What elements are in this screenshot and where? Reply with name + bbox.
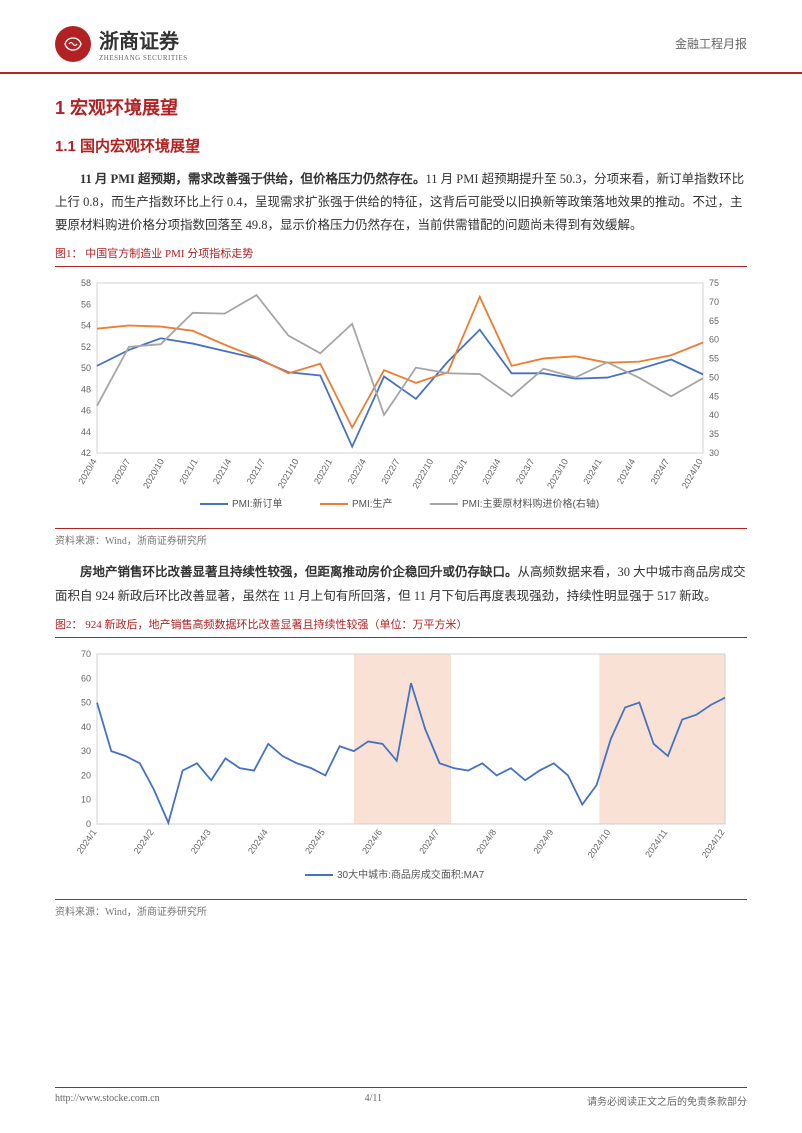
svg-text:50: 50 <box>709 373 719 383</box>
paragraph-1-bold: 11 月 PMI 超预期，需求改善强于供给，但价格压力仍然存在。 <box>80 172 426 186</box>
svg-text:PMI:新订单: PMI:新订单 <box>232 497 283 510</box>
logo-text: 浙商证券 ZHESHANG SECURITIES <box>99 25 188 62</box>
svg-text:60: 60 <box>709 335 719 345</box>
section-1-1-title: 1.1 国内宏观环境展望 <box>55 135 747 156</box>
figure-2-source: 资料来源：Wind，浙商证券研究所 <box>55 903 747 918</box>
page-footer: http://www.stocke.com.cn 4/11 请务必阅读正文之后的… <box>55 1087 747 1108</box>
svg-text:2024/1: 2024/1 <box>75 827 99 855</box>
figure-1-chart: 42 44 46 48 50 52 54 56 58 30 35 40 45 50 55 60 65 70 75 20… <box>55 266 747 529</box>
svg-text:2020/7: 2020/7 <box>110 457 132 486</box>
doc-type-label: 金融工程月报 <box>675 35 747 52</box>
svg-text:75: 75 <box>709 278 719 288</box>
svg-text:50: 50 <box>81 363 91 373</box>
svg-text:56: 56 <box>81 300 91 310</box>
svg-text:54: 54 <box>81 321 91 331</box>
svg-text:40: 40 <box>81 721 91 731</box>
svg-text:40: 40 <box>709 411 719 421</box>
svg-text:2021/1: 2021/1 <box>177 457 199 486</box>
svg-text:30: 30 <box>709 448 719 458</box>
svg-text:2024/1: 2024/1 <box>581 457 603 486</box>
svg-text:2024/2: 2024/2 <box>132 827 156 855</box>
svg-text:2023/4: 2023/4 <box>480 457 502 486</box>
svg-text:2024/8: 2024/8 <box>474 827 498 855</box>
svg-text:20: 20 <box>81 770 91 780</box>
svg-text:44: 44 <box>81 427 91 437</box>
svg-text:70: 70 <box>81 649 91 659</box>
svg-text:10: 10 <box>81 794 91 804</box>
content-area: 1 宏观环境展望 1.1 国内宏观环境展望 11 月 PMI 超预期，需求改善强… <box>0 74 802 918</box>
page-header: 浙商证券 ZHESHANG SECURITIES 金融工程月报 <box>0 0 802 74</box>
footer-notice: 请务必阅读正文之后的免责条款部分 <box>587 1093 747 1108</box>
footer-url: http://www.stocke.com.cn <box>55 1093 160 1108</box>
footer-page: 4/11 <box>365 1093 382 1108</box>
svg-text:2023/1: 2023/1 <box>447 457 469 486</box>
svg-text:2024/12: 2024/12 <box>700 827 727 859</box>
svg-text:PMI:主要原材料购进价格(右轴): PMI:主要原材料购进价格(右轴) <box>462 497 599 510</box>
svg-text:2024/7: 2024/7 <box>649 457 671 486</box>
figure-1-title: 图1： 中国官方制造业 PMI 分项指标走势 <box>55 245 747 261</box>
svg-text:2024/9: 2024/9 <box>531 827 555 855</box>
svg-text:2024/10: 2024/10 <box>586 827 613 859</box>
svg-text:2024/4: 2024/4 <box>246 827 270 855</box>
svg-text:2021/10: 2021/10 <box>276 457 301 490</box>
logo-block: 浙商证券 ZHESHANG SECURITIES <box>55 25 188 62</box>
paragraph-2-bold: 房地产销售环比改善显著且持续性较强，但距离推动房价企稳回升或仍存缺口。 <box>80 565 518 579</box>
svg-text:46: 46 <box>81 406 91 416</box>
svg-text:60: 60 <box>81 673 91 683</box>
paragraph-2: 房地产销售环比改善显著且持续性较强，但距离推动房价企稳回升或仍存缺口。从高频数据… <box>55 561 747 607</box>
svg-text:2024/11: 2024/11 <box>643 827 669 859</box>
svg-text:52: 52 <box>81 342 91 352</box>
svg-text:2022/4: 2022/4 <box>346 457 368 486</box>
svg-text:55: 55 <box>709 354 719 364</box>
svg-text:42: 42 <box>81 448 91 458</box>
svg-text:2020/4: 2020/4 <box>76 457 98 486</box>
svg-text:2024/7: 2024/7 <box>417 827 441 855</box>
svg-text:45: 45 <box>709 392 719 402</box>
svg-text:35: 35 <box>709 429 719 439</box>
figure-2-chart: 0102030405060702024/12024/22024/32024/42… <box>55 637 747 900</box>
svg-text:2024/4: 2024/4 <box>615 457 637 486</box>
company-name-cn: 浙商证券 <box>99 25 188 54</box>
svg-text:30: 30 <box>81 746 91 756</box>
svg-text:2023/7: 2023/7 <box>514 457 536 486</box>
svg-text:PMI:生产: PMI:生产 <box>352 497 393 510</box>
paragraph-1: 11 月 PMI 超预期，需求改善强于供给，但价格压力仍然存在。11 月 PMI… <box>55 168 747 237</box>
svg-text:2023/10: 2023/10 <box>545 457 570 490</box>
logo-icon <box>55 26 91 62</box>
svg-text:30大中城市:商品房成交面积:MA7: 30大中城市:商品房成交面积:MA7 <box>337 868 485 881</box>
svg-text:70: 70 <box>709 297 719 307</box>
svg-text:58: 58 <box>81 278 91 288</box>
svg-text:50: 50 <box>81 697 91 707</box>
svg-text:2022/7: 2022/7 <box>379 457 401 486</box>
company-name-en: ZHESHANG SECURITIES <box>99 54 188 62</box>
section-1-title: 1 宏观环境展望 <box>55 94 747 120</box>
svg-text:2021/7: 2021/7 <box>245 457 267 486</box>
svg-text:2020/10: 2020/10 <box>141 457 166 490</box>
svg-text:48: 48 <box>81 385 91 395</box>
svg-text:65: 65 <box>709 316 719 326</box>
svg-text:2024/3: 2024/3 <box>189 827 213 855</box>
svg-text:2024/6: 2024/6 <box>360 827 384 855</box>
figure-1-source: 资料来源：Wind，浙商证券研究所 <box>55 532 747 547</box>
svg-text:2022/1: 2022/1 <box>312 457 334 486</box>
svg-text:2024/5: 2024/5 <box>303 827 327 855</box>
svg-text:2024/10: 2024/10 <box>680 457 705 490</box>
svg-text:2022/10: 2022/10 <box>410 457 435 490</box>
figure-2-title: 图2： 924 新政后，地产销售高频数据环比改善显著且持续性较强（单位：万平方米… <box>55 616 747 632</box>
svg-text:2021/4: 2021/4 <box>211 457 233 486</box>
